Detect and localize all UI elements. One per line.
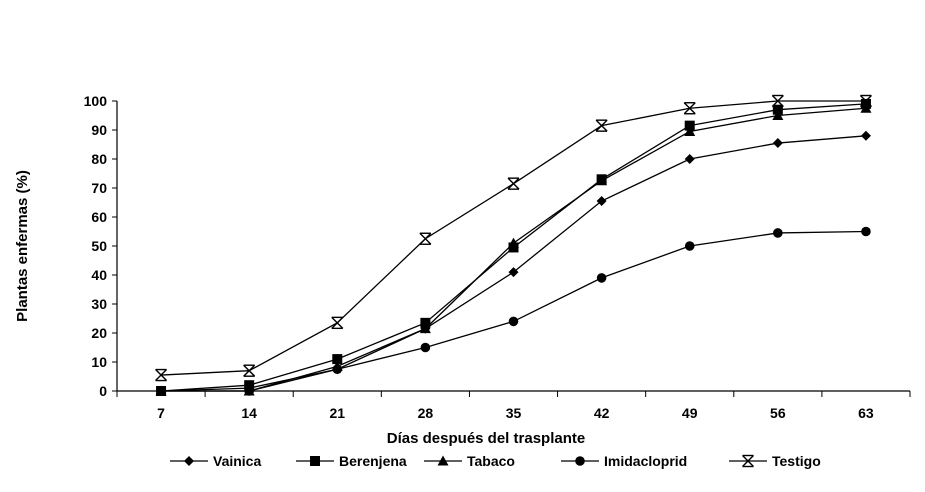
y-tick-label: 70 (91, 180, 107, 196)
y-tick-label: 10 (91, 354, 107, 370)
series-markers (155, 94, 872, 396)
data-point-testigo (683, 102, 696, 115)
data-point-testigo (155, 368, 168, 382)
y-axis-label: Plantas enfermas (%) (14, 170, 31, 322)
legend-item-imidacloprid: Imidacloprid (561, 453, 687, 469)
data-point-testigo (595, 119, 608, 132)
legend-item-tabaco: Tabaco (424, 453, 515, 469)
x-tick-label: 49 (682, 405, 698, 421)
y-tick-label: 30 (91, 296, 107, 312)
data-point-tabaco (419, 323, 431, 334)
legend-marker-square (310, 456, 320, 466)
data-point-testigo (771, 94, 784, 108)
y-tick-label: 20 (91, 325, 107, 341)
legend-label: Imidacloprid (604, 453, 687, 469)
data-point-imidacloprid (244, 386, 254, 396)
data-point-imidacloprid (156, 386, 166, 396)
legend-label: Testigo (772, 453, 821, 469)
x-tick-label: 63 (858, 405, 874, 421)
x-tick-label: 56 (770, 405, 786, 421)
data-point-imidacloprid (684, 241, 695, 251)
data-point-imidacloprid (773, 228, 783, 238)
legend-item-testigo: Testigo (729, 453, 821, 469)
y-tick-label: 90 (91, 122, 107, 138)
data-point-tabaco (684, 125, 696, 136)
x-tick-label: 42 (594, 405, 610, 421)
data-point-testigo (243, 364, 256, 377)
data-point-tabaco (508, 237, 519, 248)
legend-marker-circle (575, 456, 585, 466)
data-point-imidacloprid (596, 273, 607, 283)
y-tick-labels: 0 10 20 30 40 50 60 70 80 90 100 (84, 93, 108, 399)
data-point-vainica (508, 267, 519, 278)
x-tick-label: 35 (506, 405, 522, 421)
x-tick-label: 14 (241, 405, 257, 421)
y-tick-label: 60 (91, 209, 107, 225)
x-tick-label: 21 (329, 405, 345, 421)
legend-item-vainica: Vainica (170, 453, 261, 469)
series-line-vainica (161, 135, 866, 392)
data-point-testigo (859, 94, 872, 108)
x-tick-labels: 7 14 21 28 35 42 49 56 63 (157, 405, 874, 421)
legend-marker-diamond (184, 456, 194, 466)
y-tick-label: 100 (84, 93, 108, 109)
legend-label: Tabaco (467, 453, 515, 469)
x-axis-label: Días después del trasplante (387, 430, 585, 447)
legend: Vainica Berenjena Tabaco Imidacloprid Testig… (170, 453, 821, 469)
y-tick-label: 50 (91, 238, 107, 254)
data-point-imidacloprid (420, 342, 431, 353)
data-point-imidacloprid (508, 316, 519, 327)
data-point-vainica (860, 130, 871, 141)
x-tick-label: 28 (418, 405, 434, 421)
data-point-berenjena (772, 104, 783, 115)
y-tick-label: 0 (99, 383, 107, 399)
data-point-vainica (772, 138, 783, 149)
data-point-testigo (419, 232, 432, 245)
y-tick-label: 80 (91, 151, 107, 167)
legend-label: Berenjena (339, 453, 407, 469)
legend-marker-triangle (437, 455, 449, 466)
x-tick-label: 7 (157, 405, 165, 421)
data-point-berenjena (244, 380, 255, 391)
legend-marker-star (742, 454, 754, 468)
data-point-tabaco (860, 102, 872, 113)
data-point-testigo (507, 177, 520, 190)
legend-label: Vainica (213, 453, 261, 469)
data-point-berenjena (332, 354, 343, 365)
y-tick-label: 40 (91, 267, 107, 283)
data-point-vainica (684, 154, 695, 164)
data-point-imidacloprid (861, 226, 871, 237)
data-point-tabaco (772, 110, 784, 120)
data-point-berenjena (420, 317, 431, 328)
data-point-tabaco (596, 175, 608, 186)
data-point-berenjena (684, 120, 695, 131)
series-line-imidacloprid (161, 230, 866, 392)
data-point-testigo (331, 316, 344, 330)
data-point-vainica (596, 196, 607, 207)
data-point-imidacloprid (332, 364, 343, 375)
legend-item-berenjena: Berenjena (296, 453, 407, 469)
